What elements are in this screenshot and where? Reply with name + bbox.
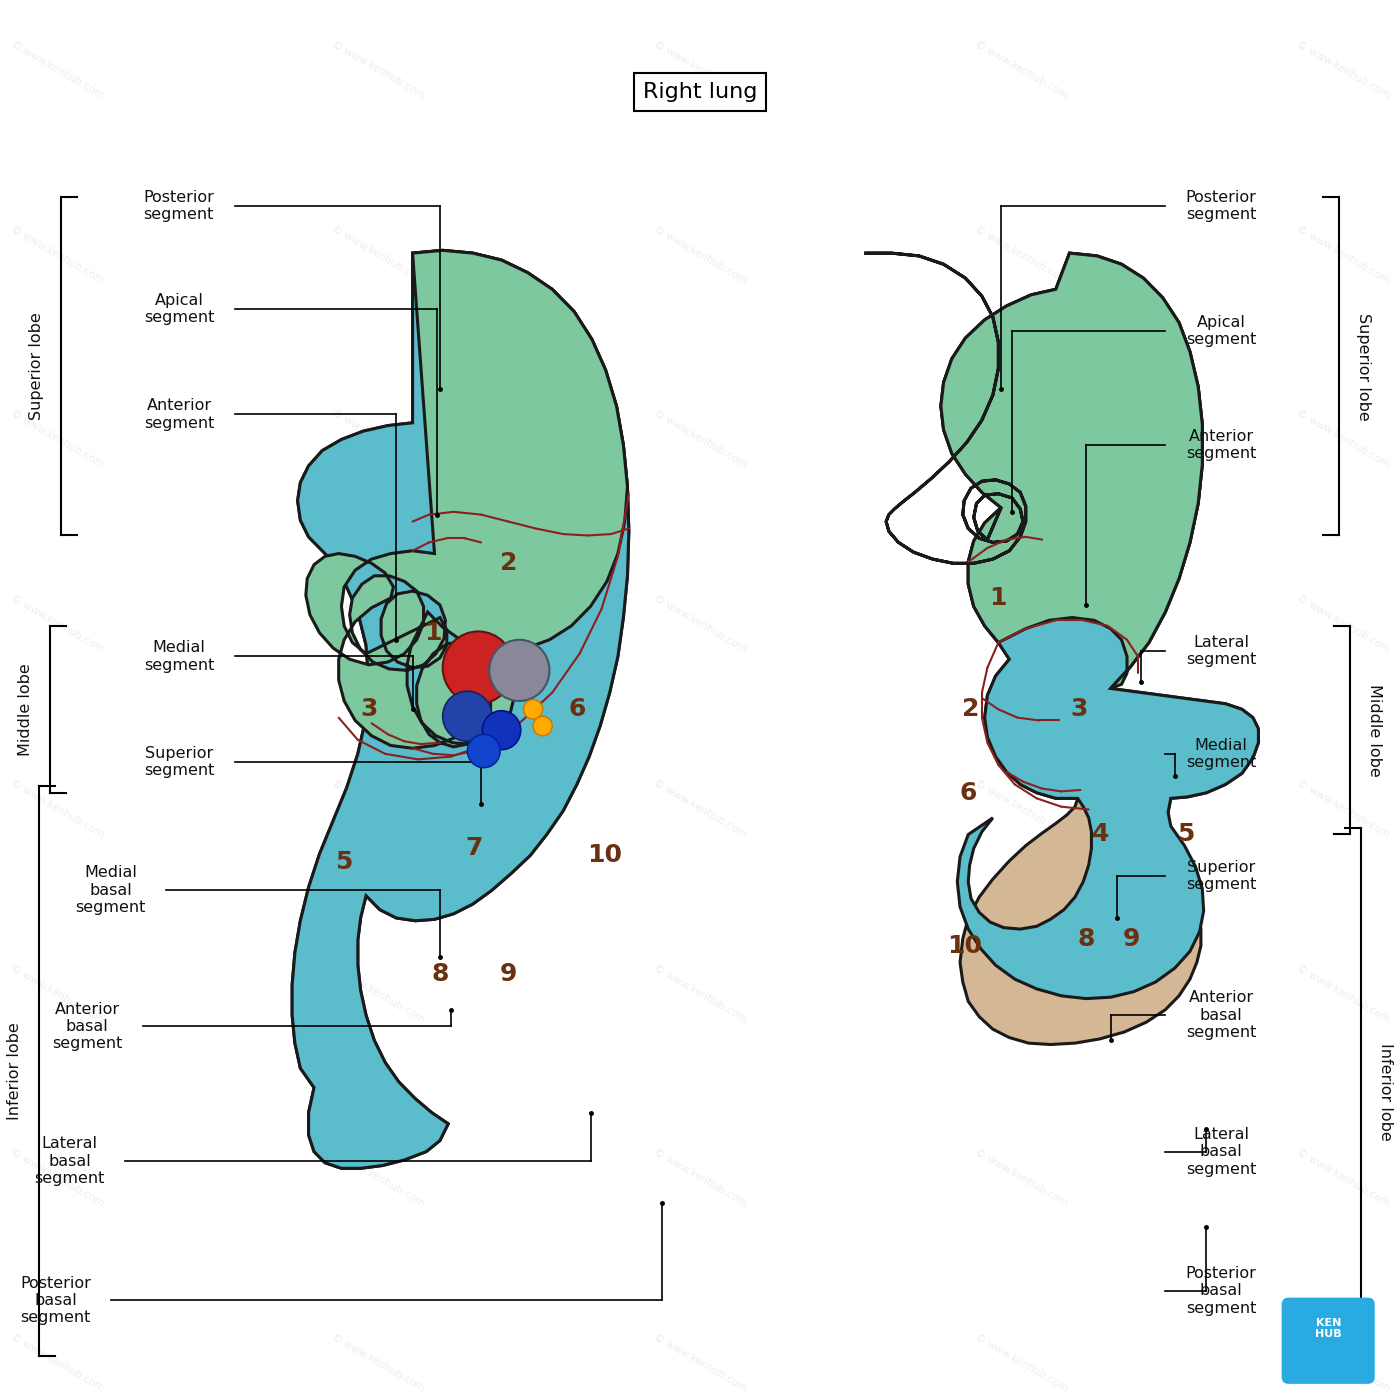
Circle shape bbox=[489, 640, 549, 701]
Text: Superior
segment: Superior segment bbox=[1186, 860, 1256, 892]
Text: © www.kenhub.com: © www.kenhub.com bbox=[1295, 224, 1392, 286]
Text: © www.kenhub.com: © www.kenhub.com bbox=[1295, 409, 1392, 470]
Text: 8: 8 bbox=[431, 962, 448, 986]
Text: Apical
segment: Apical segment bbox=[144, 293, 214, 325]
Text: © www.kenhub.com: © www.kenhub.com bbox=[8, 963, 105, 1025]
Text: Apical
segment: Apical segment bbox=[1186, 315, 1256, 347]
Text: Lateral
segment: Lateral segment bbox=[1186, 634, 1256, 668]
Text: Middle lobe: Middle lobe bbox=[18, 664, 32, 756]
Text: 10: 10 bbox=[587, 843, 622, 868]
Text: © www.kenhub.com: © www.kenhub.com bbox=[652, 224, 748, 286]
Polygon shape bbox=[305, 251, 627, 748]
Polygon shape bbox=[941, 253, 1259, 1044]
Text: 2: 2 bbox=[962, 697, 980, 721]
Text: Lateral
basal
segment: Lateral basal segment bbox=[34, 1137, 105, 1186]
Text: 5: 5 bbox=[1177, 822, 1194, 847]
Text: © www.kenhub.com: © www.kenhub.com bbox=[1295, 963, 1392, 1025]
Text: Superior lobe: Superior lobe bbox=[1357, 312, 1371, 420]
Text: © www.kenhub.com: © www.kenhub.com bbox=[8, 778, 105, 840]
Text: 2: 2 bbox=[500, 552, 517, 575]
Text: 4: 4 bbox=[1092, 822, 1110, 847]
Text: 9: 9 bbox=[500, 962, 517, 986]
Text: KEN
HUB: KEN HUB bbox=[1315, 1317, 1341, 1338]
Text: © www.kenhub.com: © www.kenhub.com bbox=[8, 224, 105, 286]
Text: © www.kenhub.com: © www.kenhub.com bbox=[330, 594, 427, 655]
Text: © www.kenhub.com: © www.kenhub.com bbox=[1295, 1333, 1392, 1394]
Text: © www.kenhub.com: © www.kenhub.com bbox=[973, 39, 1070, 101]
Text: 3: 3 bbox=[360, 697, 378, 721]
Text: © www.kenhub.com: © www.kenhub.com bbox=[1295, 594, 1392, 655]
Text: Posterior
basal
segment: Posterior basal segment bbox=[20, 1275, 91, 1326]
Text: © www.kenhub.com: © www.kenhub.com bbox=[652, 594, 748, 655]
Text: Anterior
basal
segment: Anterior basal segment bbox=[52, 1001, 122, 1051]
Text: 6: 6 bbox=[959, 781, 977, 805]
Text: © www.kenhub.com: © www.kenhub.com bbox=[330, 39, 427, 101]
Text: © www.kenhub.com: © www.kenhub.com bbox=[8, 409, 105, 470]
Circle shape bbox=[442, 692, 491, 742]
Text: © www.kenhub.com: © www.kenhub.com bbox=[652, 1148, 748, 1210]
Text: 7: 7 bbox=[465, 836, 483, 861]
Text: © www.kenhub.com: © www.kenhub.com bbox=[8, 1148, 105, 1210]
Text: Superior lobe: Superior lobe bbox=[29, 312, 43, 420]
Text: © www.kenhub.com: © www.kenhub.com bbox=[330, 1148, 427, 1210]
Text: © www.kenhub.com: © www.kenhub.com bbox=[652, 1333, 748, 1394]
Text: 9: 9 bbox=[1123, 927, 1140, 951]
Text: 10: 10 bbox=[946, 934, 981, 958]
Circle shape bbox=[468, 735, 500, 767]
Text: © www.kenhub.com: © www.kenhub.com bbox=[330, 1333, 427, 1394]
Text: Inferior lobe: Inferior lobe bbox=[1378, 1043, 1393, 1141]
Polygon shape bbox=[864, 253, 1203, 689]
Text: © www.kenhub.com: © www.kenhub.com bbox=[652, 963, 748, 1025]
Text: © www.kenhub.com: © www.kenhub.com bbox=[330, 224, 427, 286]
Text: © www.kenhub.com: © www.kenhub.com bbox=[973, 963, 1070, 1025]
Polygon shape bbox=[941, 253, 1259, 998]
Text: 1: 1 bbox=[990, 587, 1007, 610]
Text: Lateral
basal
segment: Lateral basal segment bbox=[1186, 1127, 1256, 1176]
Polygon shape bbox=[293, 251, 629, 1168]
Circle shape bbox=[442, 631, 514, 704]
Text: © www.kenhub.com: © www.kenhub.com bbox=[1295, 778, 1392, 840]
Text: © www.kenhub.com: © www.kenhub.com bbox=[330, 778, 427, 840]
Text: © www.kenhub.com: © www.kenhub.com bbox=[1295, 1148, 1392, 1210]
Text: Anterior
basal
segment: Anterior basal segment bbox=[1186, 990, 1256, 1040]
Text: © www.kenhub.com: © www.kenhub.com bbox=[973, 594, 1070, 655]
Text: Middle lobe: Middle lobe bbox=[1368, 683, 1382, 777]
Text: © www.kenhub.com: © www.kenhub.com bbox=[973, 778, 1070, 840]
Text: © www.kenhub.com: © www.kenhub.com bbox=[8, 39, 105, 101]
Text: Superior
segment: Superior segment bbox=[144, 746, 214, 778]
Text: Posterior
segment: Posterior segment bbox=[1186, 189, 1257, 223]
Text: © www.kenhub.com: © www.kenhub.com bbox=[973, 409, 1070, 470]
Text: Right lung: Right lung bbox=[643, 81, 757, 102]
Text: © www.kenhub.com: © www.kenhub.com bbox=[652, 778, 748, 840]
Text: © www.kenhub.com: © www.kenhub.com bbox=[8, 1333, 105, 1394]
Text: 8: 8 bbox=[1077, 927, 1095, 951]
Text: © www.kenhub.com: © www.kenhub.com bbox=[973, 1148, 1070, 1210]
Polygon shape bbox=[293, 251, 629, 1168]
Text: © www.kenhub.com: © www.kenhub.com bbox=[1295, 39, 1392, 101]
Text: 5: 5 bbox=[336, 850, 353, 875]
Text: Posterior
segment: Posterior segment bbox=[143, 189, 214, 223]
Text: Medial
segment: Medial segment bbox=[144, 640, 214, 672]
Text: © www.kenhub.com: © www.kenhub.com bbox=[973, 1333, 1070, 1394]
Text: © www.kenhub.com: © www.kenhub.com bbox=[652, 409, 748, 470]
Text: 6: 6 bbox=[568, 697, 585, 721]
Text: © www.kenhub.com: © www.kenhub.com bbox=[652, 39, 748, 101]
Circle shape bbox=[533, 717, 552, 736]
Text: Anterior
segment: Anterior segment bbox=[144, 398, 214, 431]
Text: © www.kenhub.com: © www.kenhub.com bbox=[330, 409, 427, 470]
FancyBboxPatch shape bbox=[1281, 1298, 1375, 1383]
Text: Anterior
segment: Anterior segment bbox=[1186, 428, 1256, 461]
Circle shape bbox=[524, 700, 543, 720]
Text: Medial
basal
segment: Medial basal segment bbox=[76, 865, 146, 916]
Circle shape bbox=[483, 711, 521, 749]
Text: 1: 1 bbox=[424, 620, 442, 645]
Text: Inferior lobe: Inferior lobe bbox=[7, 1022, 22, 1120]
Text: Medial
segment: Medial segment bbox=[1186, 738, 1256, 770]
Text: Posterior
basal
segment: Posterior basal segment bbox=[1186, 1266, 1257, 1316]
Text: © www.kenhub.com: © www.kenhub.com bbox=[8, 594, 105, 655]
Text: © www.kenhub.com: © www.kenhub.com bbox=[973, 224, 1070, 286]
Text: © www.kenhub.com: © www.kenhub.com bbox=[330, 963, 427, 1025]
Text: 3: 3 bbox=[1071, 697, 1088, 721]
